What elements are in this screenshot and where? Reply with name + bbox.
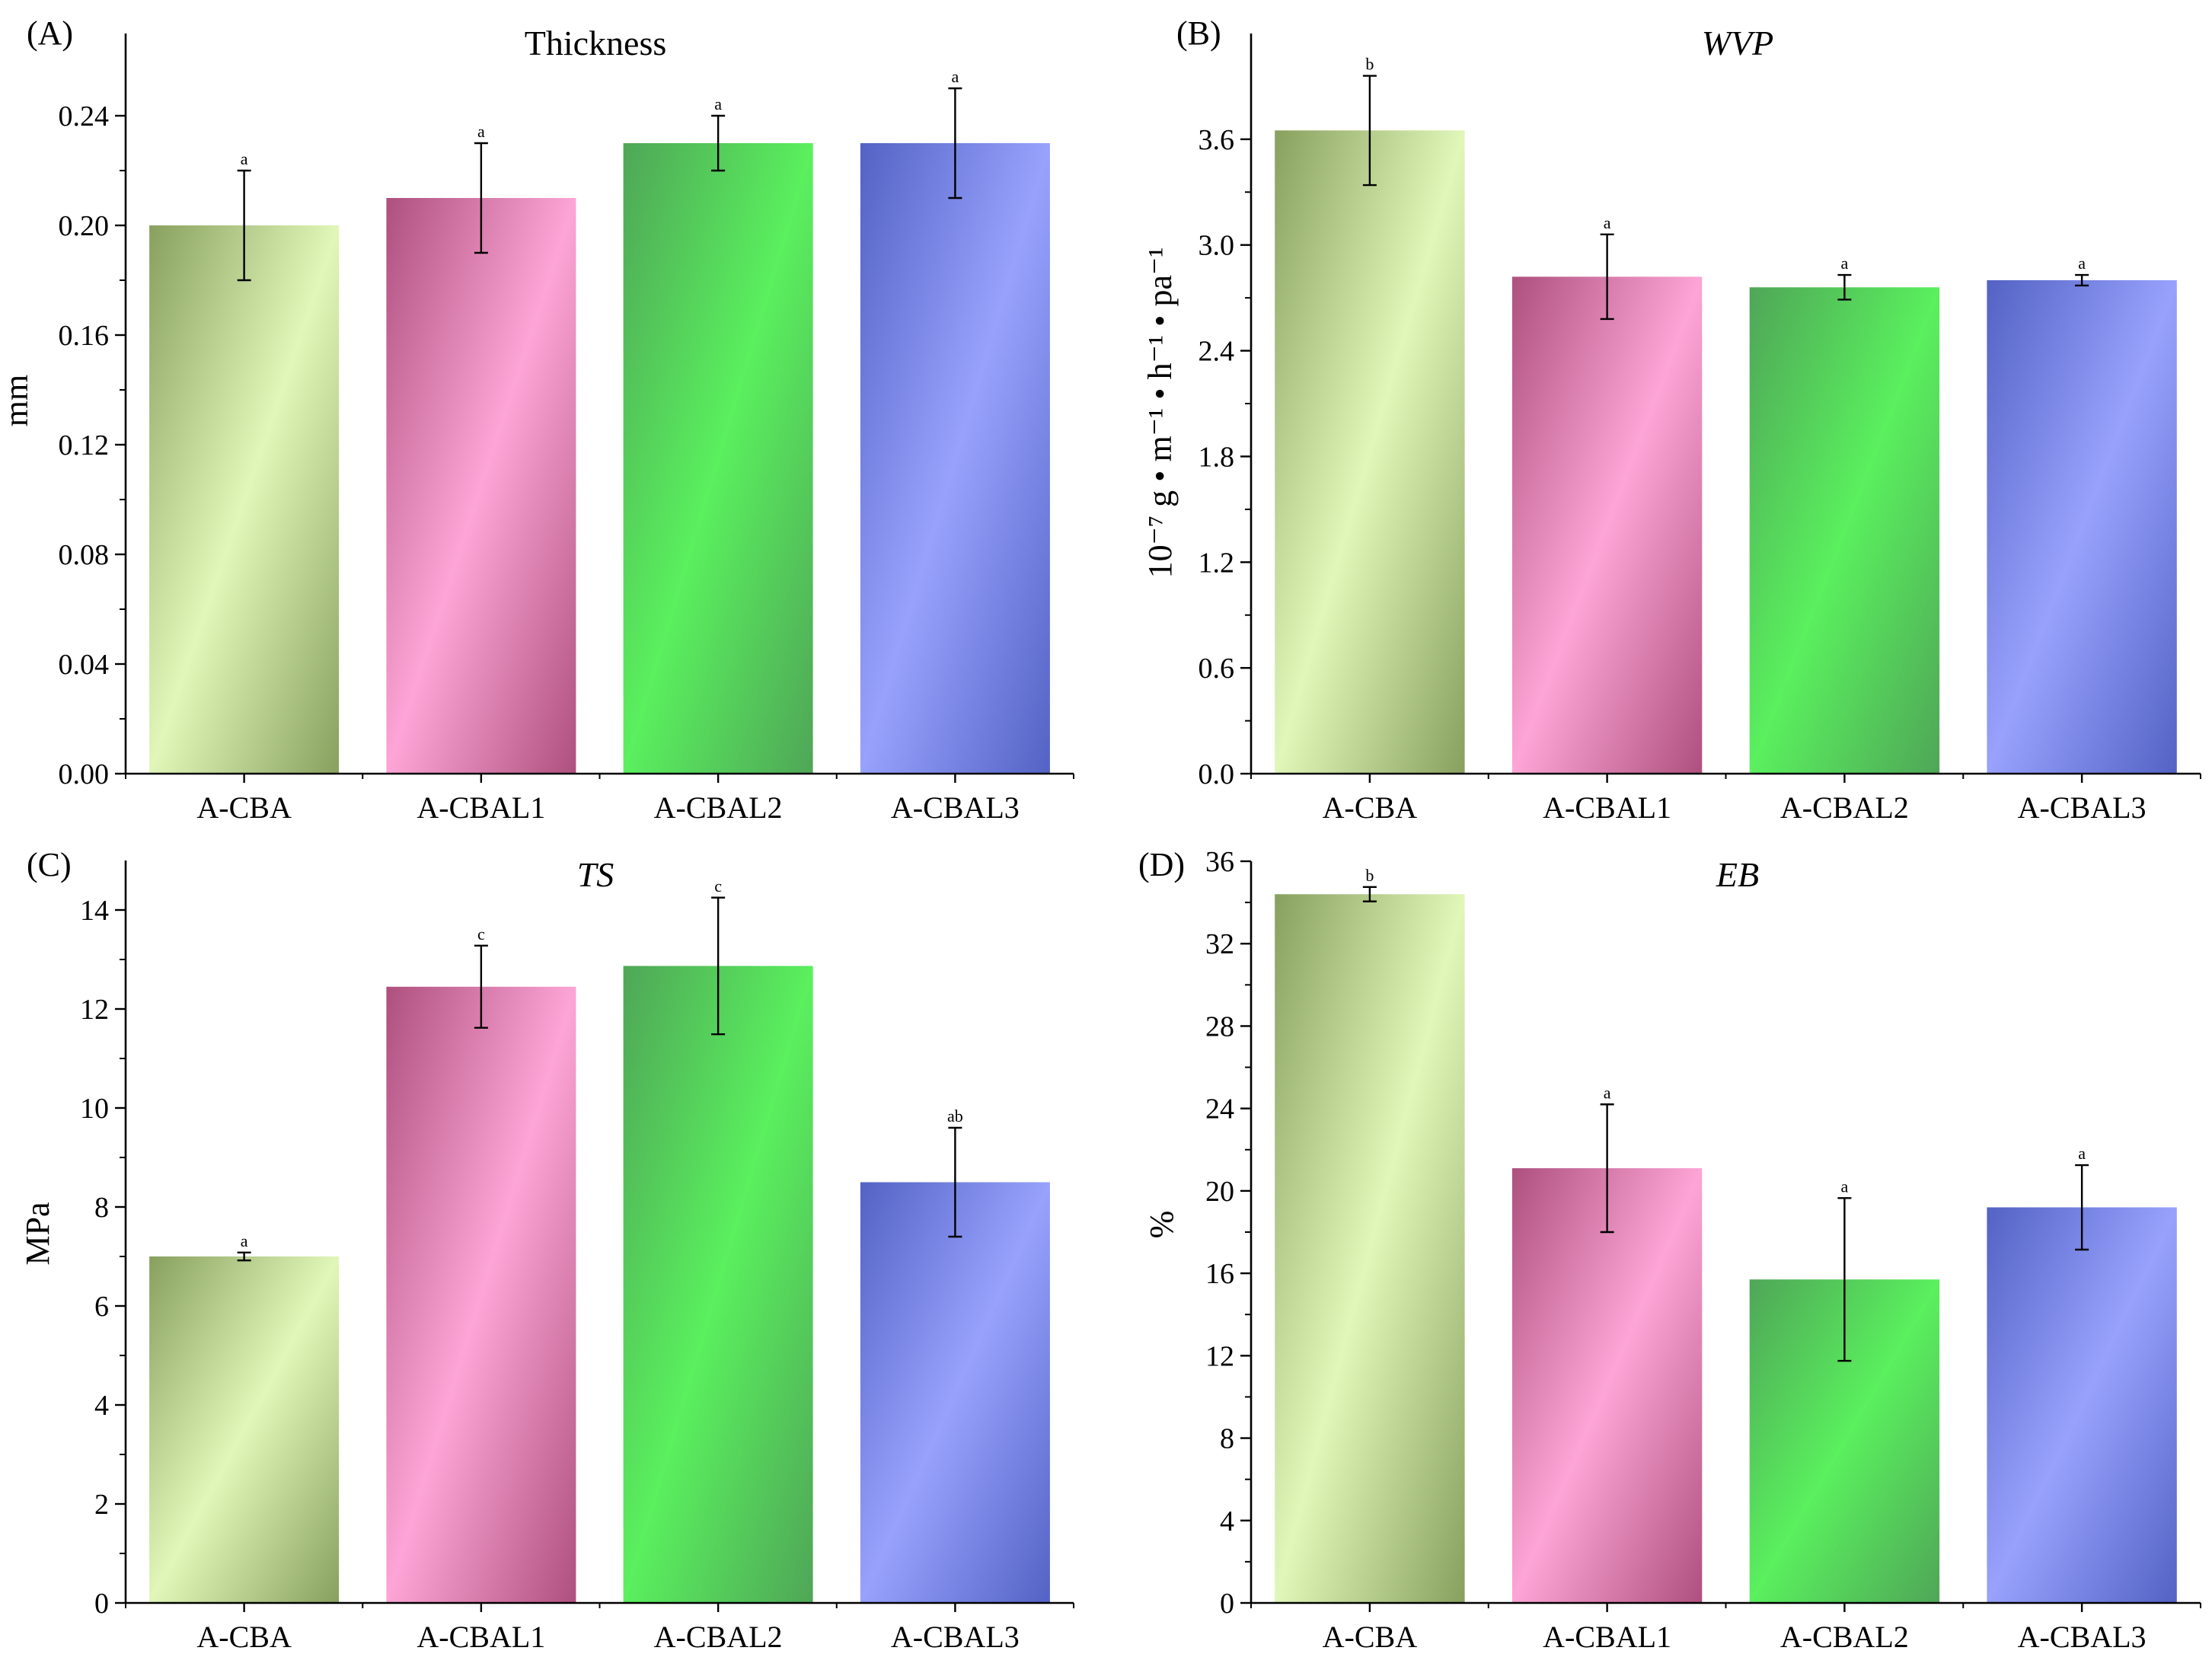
significance-letter-ts-4: ab: [947, 1106, 963, 1125]
significance-letter-eb-2: a: [1604, 1083, 1611, 1102]
y-tick-label-ts: 6: [94, 1291, 109, 1323]
y-tick-label-thickness: 0.16: [59, 320, 110, 352]
y-tick-label-thickness: 0.00: [59, 758, 110, 790]
bar-thickness-4: [860, 143, 1050, 774]
bar-ts-4: [860, 1183, 1050, 1604]
x-tick-label-wvp-1: A-CBA: [1323, 790, 1418, 825]
y-tick-label-ts: 12: [80, 994, 109, 1026]
x-tick-label-wvp-3: A-CBAL2: [1780, 790, 1909, 825]
y-tick-label-ts: 8: [94, 1192, 109, 1224]
bar-eb-1: [1275, 894, 1464, 1603]
y-axis-label-wvp-units: 10⁻⁷ g • m⁻¹ • h⁻¹ • pa⁻¹: [1141, 247, 1179, 579]
bar-thickness-3: [624, 143, 813, 774]
y-tick-label-ts: 0: [94, 1588, 109, 1620]
y-tick-label-eb: 20: [1205, 1176, 1234, 1208]
y-tick-label-wvp: 1.8: [1199, 441, 1235, 473]
panel-a-thickness: (A) Thickness mm a A-CBA a A-CBAL1 a A-CBAL2 a…: [0, 14, 1074, 825]
y-tick-label-eb: 12: [1205, 1340, 1234, 1372]
figure: (A) Thickness mm a A-CBA a A-CBAL1 a A-CBAL2 a…: [0, 0, 2212, 1673]
x-tick-label-ts-4: A-CBAL3: [891, 1620, 1020, 1654]
x-tick-label-eb-2: A-CBAL1: [1543, 1620, 1671, 1654]
significance-letter-ts-3: c: [714, 876, 722, 896]
y-tick-label-thickness: 0.12: [59, 429, 110, 461]
significance-letter-ts-2: c: [477, 924, 485, 943]
y-tick-label-eb: 4: [1220, 1505, 1234, 1537]
panel-label-a: (A): [27, 14, 73, 52]
y-tick-label-wvp: 0.6: [1199, 653, 1235, 685]
x-tick-label-eb-3: A-CBAL2: [1780, 1620, 1909, 1654]
significance-letter-thickness-1: a: [241, 149, 248, 168]
chart-title-eb: EB: [1716, 855, 1759, 894]
x-tick-label-ts-2: A-CBAL1: [417, 1620, 545, 1654]
y-tick-label-thickness: 0.24: [59, 101, 110, 132]
significance-letter-eb-1: b: [1365, 866, 1374, 885]
y-axis-label-mm: mm: [0, 375, 35, 426]
bar-wvp-2: [1512, 276, 1702, 774]
significance-letter-eb-4: a: [2078, 1144, 2086, 1163]
significance-letter-thickness-3: a: [714, 94, 722, 113]
y-tick-label-eb: 16: [1205, 1258, 1234, 1290]
significance-letter-thickness-2: a: [477, 122, 485, 141]
y-tick-label-eb: 32: [1205, 928, 1234, 960]
y-tick-label-eb: 8: [1220, 1423, 1234, 1455]
y-tick-label-ts: 4: [94, 1390, 109, 1422]
x-tick-label-wvp-2: A-CBAL1: [1543, 790, 1671, 825]
x-tick-label-thickness-2: A-CBAL1: [417, 790, 545, 825]
y-tick-label-thickness: 0.08: [59, 539, 110, 571]
bar-eb-4: [1987, 1208, 2176, 1604]
y-tick-label-wvp: 3.6: [1199, 124, 1235, 156]
significance-letter-eb-3: a: [1840, 1177, 1848, 1196]
x-tick-label-thickness-4: A-CBAL3: [891, 790, 1020, 825]
bar-ts-3: [624, 966, 813, 1604]
panel-label-b: (B): [1176, 14, 1221, 52]
y-tick-label-wvp: 0.0: [1199, 758, 1235, 790]
bar-wvp-4: [1987, 280, 2176, 774]
x-tick-label-thickness-3: A-CBAL2: [654, 790, 783, 825]
y-tick-label-thickness: 0.04: [59, 649, 110, 681]
chart-title-wvp: WVP: [1702, 24, 1774, 62]
y-tick-label-wvp: 3.0: [1199, 230, 1235, 262]
chart-title-thickness: Thickness: [525, 24, 667, 62]
y-tick-label-eb: 0: [1220, 1588, 1234, 1620]
y-axis-label-percent: %: [1143, 1211, 1180, 1239]
significance-letter-wvp-4: a: [2078, 254, 2086, 273]
x-tick-label-ts-3: A-CBAL2: [654, 1620, 783, 1654]
y-tick-label-eb: 28: [1205, 1011, 1234, 1042]
significance-letter-thickness-4: a: [951, 67, 959, 86]
x-tick-label-eb-4: A-CBAL3: [2018, 1620, 2147, 1654]
bar-thickness-2: [386, 198, 576, 774]
significance-letter-wvp-1: b: [1365, 55, 1374, 74]
significance-letter-wvp-2: a: [1604, 213, 1611, 232]
x-tick-label-thickness-1: A-CBA: [196, 790, 292, 825]
panel-c-ts: (C) TS MPa a A-CBA c A-CBAL1 c A-CBAL2 ab A-CBA…: [19, 846, 1074, 1654]
x-tick-label-wvp-4: A-CBAL3: [2018, 790, 2147, 825]
y-tick-label-ts: 10: [80, 1093, 109, 1125]
bar-thickness-1: [149, 225, 339, 774]
significance-letter-ts-1: a: [241, 1231, 248, 1250]
chart-title-ts: TS: [577, 855, 614, 894]
panel-b-wvp: (B) WVP 10⁻⁷ g • m⁻¹ • h⁻¹ • pa⁻¹ b A-CBA…: [1141, 14, 2201, 825]
bar-wvp-1: [1275, 130, 1464, 774]
panel-label-d: (D): [1138, 846, 1185, 883]
y-tick-label-ts: 2: [94, 1489, 109, 1521]
x-tick-label-eb-1: A-CBA: [1323, 1620, 1418, 1654]
panel-d-eb: (D) EB % b A-CBA a A-CBAL1 a A-CBAL2 a A-CBAL3 0…: [1138, 846, 2201, 1654]
y-tick-label-wvp: 1.2: [1199, 547, 1235, 579]
bar-eb-2: [1512, 1168, 1702, 1603]
y-tick-label-eb: 24: [1205, 1094, 1234, 1125]
y-tick-label-wvp: 2.4: [1199, 336, 1235, 368]
significance-letter-wvp-3: a: [1840, 254, 1848, 273]
bar-ts-2: [386, 987, 576, 1603]
panel-label-c: (C): [27, 846, 72, 883]
bar-ts-1: [149, 1256, 339, 1603]
y-tick-label-eb: 36: [1205, 846, 1234, 878]
bar-wvp-3: [1750, 287, 1939, 774]
y-axis-label-mpa: MPa: [19, 1202, 56, 1265]
x-tick-label-ts-1: A-CBA: [196, 1620, 292, 1654]
y-tick-label-ts: 14: [80, 895, 109, 927]
y-tick-label-thickness: 0.20: [59, 210, 110, 242]
